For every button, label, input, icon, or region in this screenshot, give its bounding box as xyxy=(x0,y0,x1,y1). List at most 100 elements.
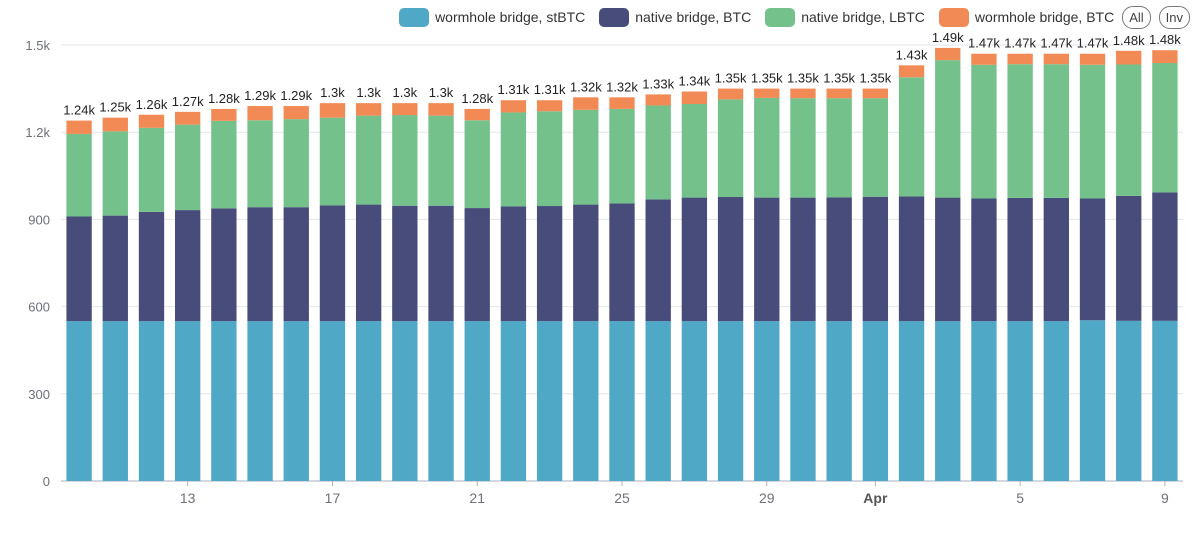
bar-segment xyxy=(428,205,454,322)
total-label: 1.35k xyxy=(859,71,891,86)
bar-segment xyxy=(102,117,128,132)
legend-swatch xyxy=(938,7,969,27)
bar-segment xyxy=(754,197,780,322)
legend-item-native-btc[interactable]: native bridge, BTC xyxy=(599,7,751,27)
bar-segment xyxy=(1007,64,1033,198)
bar-segment xyxy=(754,321,780,481)
x-tick-label: Apr xyxy=(863,490,888,506)
bar-segment xyxy=(935,321,961,481)
bar-segment xyxy=(681,104,708,198)
bar-segment xyxy=(500,100,527,113)
bar-segment xyxy=(862,88,889,99)
bar-segment xyxy=(319,321,346,481)
total-label: 1.35k xyxy=(787,71,819,86)
bar-segment xyxy=(355,321,382,481)
bar-segment xyxy=(573,109,599,205)
total-label: 1.3k xyxy=(320,85,345,100)
legend-item-wormhole-btc[interactable]: wormhole bridge, BTC xyxy=(938,7,1114,27)
bar-segment xyxy=(971,53,997,65)
x-tick-label: 13 xyxy=(180,490,196,506)
total-label: 1.29k xyxy=(244,88,276,103)
bar-segment xyxy=(536,321,563,481)
x-tick-label: 21 xyxy=(469,490,485,506)
bar-segment xyxy=(1007,53,1033,65)
total-label: 1.43k xyxy=(896,47,928,62)
y-tick-label: 900 xyxy=(28,212,50,227)
bar-segment xyxy=(1079,320,1106,481)
bar-segment xyxy=(392,205,418,322)
bar-segment xyxy=(645,199,671,322)
bar-segment xyxy=(1152,63,1178,193)
bar-segment xyxy=(464,120,490,209)
bar-segment xyxy=(1079,53,1106,65)
bar-segment xyxy=(1152,50,1178,64)
bar-segment xyxy=(971,198,997,322)
chart-legend: wormhole bridge, stBTC native bridge, BT… xyxy=(385,5,1190,29)
bar-segment xyxy=(138,114,165,128)
invert-selection-button[interactable]: Inv xyxy=(1158,5,1190,29)
total-label: 1.34k xyxy=(678,74,710,89)
legend-item-native-lbtc[interactable]: native bridge, LBTC xyxy=(765,7,925,27)
bar-segment xyxy=(319,117,346,206)
total-label: 1.32k xyxy=(606,79,638,94)
bar-segment xyxy=(536,100,563,112)
legend-swatch xyxy=(599,7,630,27)
legend-swatch xyxy=(765,7,796,27)
bar-segment xyxy=(500,112,527,207)
bar-segment xyxy=(211,120,237,209)
bar-segment xyxy=(717,197,744,322)
bar-segment xyxy=(573,97,599,110)
bar-segment xyxy=(862,196,889,322)
x-tick-label: 9 xyxy=(1161,490,1169,506)
x-tick-label: 25 xyxy=(614,490,630,506)
bar-segment xyxy=(355,115,382,205)
bar-segment xyxy=(247,207,273,322)
total-label: 1.3k xyxy=(356,85,381,100)
bar-segment xyxy=(392,103,418,116)
bar-segment xyxy=(102,321,128,481)
total-label: 1.47k xyxy=(1077,36,1109,51)
bar-segment xyxy=(247,106,273,121)
bar-segment xyxy=(283,106,309,120)
bar-segment xyxy=(717,99,744,198)
total-label: 1.3k xyxy=(393,85,418,100)
bar-segment xyxy=(175,111,201,125)
total-label: 1.26k xyxy=(136,97,168,112)
bar-segment xyxy=(971,321,997,481)
bar-segment xyxy=(428,115,454,206)
bar-segment xyxy=(1116,50,1142,65)
bar-segment xyxy=(536,206,563,322)
select-all-button[interactable]: All xyxy=(1122,5,1151,29)
total-label: 1.48k xyxy=(1113,33,1145,48)
x-tick-label: 5 xyxy=(1016,490,1024,506)
bar-segment xyxy=(790,98,816,198)
x-tick-label: 17 xyxy=(325,490,341,506)
total-label: 1.35k xyxy=(751,71,783,86)
total-label: 1.35k xyxy=(823,71,855,86)
bar-segment xyxy=(1079,64,1106,199)
bar-segment xyxy=(645,321,671,481)
bar-segment xyxy=(283,119,309,208)
bar-segment xyxy=(1043,53,1069,65)
total-label: 1.32k xyxy=(570,79,602,94)
total-label: 1.3k xyxy=(429,85,454,100)
bar-segment xyxy=(392,115,418,206)
bar-segment xyxy=(283,207,309,322)
bar-segment xyxy=(898,196,925,322)
bar-segment xyxy=(826,197,852,322)
bar-segment xyxy=(355,103,382,116)
total-label: 1.49k xyxy=(932,30,964,45)
bar-segment xyxy=(175,210,201,322)
total-label: 1.24k xyxy=(63,103,95,118)
bar-segment xyxy=(319,205,346,322)
bar-segment xyxy=(464,208,490,322)
bar-segment xyxy=(826,98,852,198)
y-tick-label: 0 xyxy=(43,474,50,489)
bar-segment xyxy=(138,127,165,212)
legend-item-wormhole-stbtc[interactable]: wormhole bridge, stBTC xyxy=(399,7,585,27)
bar-segment xyxy=(1152,192,1178,321)
bar-segment xyxy=(645,94,671,106)
bar-segment xyxy=(211,208,237,322)
bar-segment xyxy=(609,97,635,109)
bar-segment xyxy=(175,124,201,211)
